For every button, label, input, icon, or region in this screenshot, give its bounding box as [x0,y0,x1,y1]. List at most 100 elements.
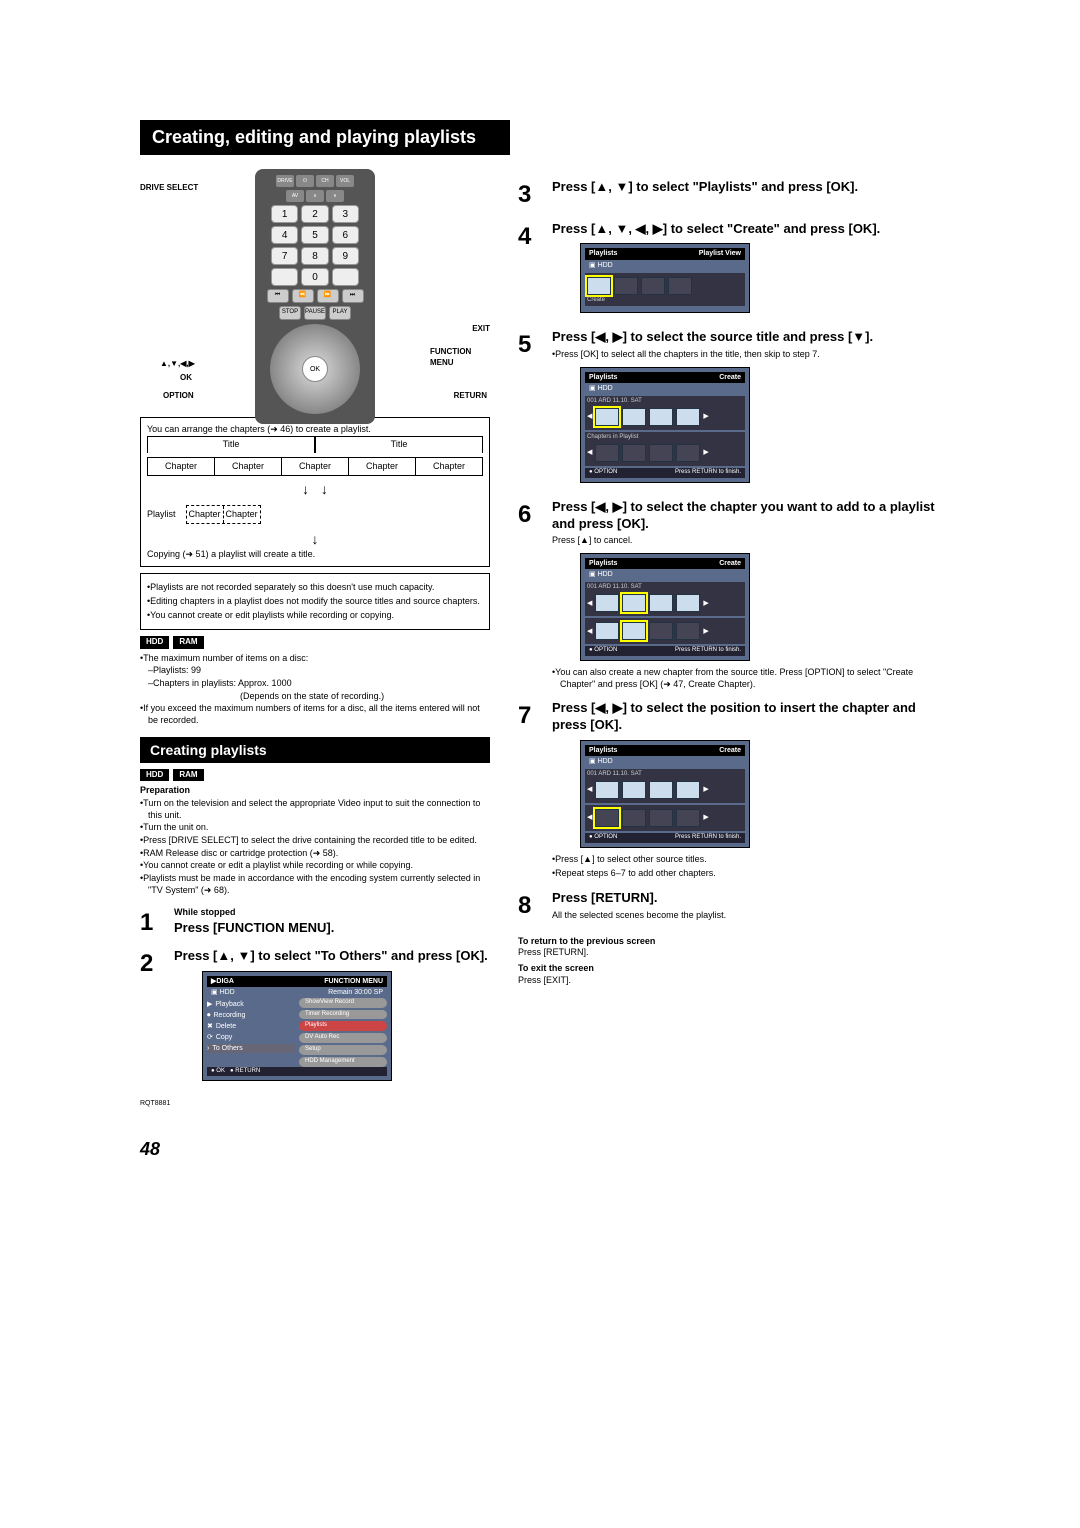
step-main: Press [◀, ▶] to select the source title … [552,329,940,346]
key-4: 4 [271,226,298,244]
step-2: 2 Press [▲, ▼] to select "To Others" and… [140,948,490,1088]
chapter-cell: Chapter [282,458,349,476]
title-label: Title [147,436,315,453]
prep-item: •Playlists must be made in accordance wi… [140,873,490,896]
label-ok: OK [180,373,192,383]
step-main: Press [RETURN]. [552,890,940,907]
chapter-cell: Chapter [148,458,215,476]
notes-1: •Playlists are not recorded separately s… [140,573,490,630]
remote-body: DRIVE⏻CHVOL AV∧∨ 1 2 3 4 5 6 7 8 9 0 [255,169,375,424]
note: –Playlists: 99 [140,665,490,677]
step-number: 8 [518,890,540,922]
badge-row: HDD RAM [140,636,490,648]
key-7: 7 [271,247,298,265]
preparation: Preparation •Turn on the television and … [140,785,490,896]
screen-playlist-view: PlaylistsPlaylist View ▣ HDD Create [580,243,750,313]
notes-2: •The maximum number of items on a disc: … [140,653,490,727]
key-5: 5 [301,226,328,244]
prep-item: •You cannot create or edit a playlist wh… [140,860,490,872]
label-exit: EXIT [472,324,490,334]
footer-nav: To return to the previous screen Press [… [518,936,940,987]
chapter-cell: Chapter [187,506,224,524]
note: –Chapters in playlists: Approx. 1000 [140,678,490,690]
section-creating-playlists: Creating playlists [140,737,490,763]
badge-ram: RAM [173,769,203,781]
chapter-intro: You can arrange the chapters (➜ 46) to c… [147,424,483,436]
step-number: 7 [518,700,540,880]
step-note: •Repeat steps 6–7 to add other chapters. [552,868,940,880]
nav-exit-head: To exit the screen [518,963,940,975]
label-option: OPTION [163,391,194,401]
step-note: •You can also create a new chapter from … [552,667,940,690]
screen-create-1: PlaylistsCreate ▣ HDD 001 ARD 11.10. SAT… [580,367,750,483]
note: (Depends on the state of recording.) [140,691,490,703]
key-0: 0 [301,268,328,286]
step-sub: •Press [OK] to select all the chapters i… [552,349,940,361]
page-number: 48 [140,1138,490,1161]
step-number: 6 [518,499,540,691]
step-number: 3 [518,179,540,210]
screen-create-3: PlaylistsCreate ▣ HDD 001 ARD 11.10. SAT… [580,740,750,848]
badge-ram: RAM [173,636,203,648]
step-1: 1 While stopped Press [FUNCTION MENU]. [140,907,490,938]
step-3: 3 Press [▲, ▼] to select "Playlists" and… [518,179,940,210]
step-sub: Press [▲] to cancel. [552,535,940,547]
key-2: 2 [301,205,328,223]
chapter-cell: Chapter [224,506,260,524]
nav-wheel: OK [270,324,360,414]
step-pre: While stopped [174,907,490,919]
step-main: Press [◀, ▶] to select the chapter you w… [552,499,940,533]
badge-hdd: HDD [140,636,169,648]
step-main: Press [▲, ▼, ◀, ▶] to select "Create" an… [552,221,940,238]
chapter-diagram: You can arrange the chapters (➜ 46) to c… [140,417,490,567]
badge-hdd: HDD [140,769,169,781]
doc-id: RQT8881 [140,1099,490,1108]
prep-item: •RAM Release disc or cartridge protectio… [140,848,490,860]
step-main: Press [FUNCTION MENU]. [174,920,490,937]
key-blank1 [271,268,298,286]
key-1: 1 [271,205,298,223]
label-function-menu: FUNCTION MENU [430,347,490,368]
ok-button: OK [302,356,328,382]
prep-item: •Turn the unit on. [140,822,490,834]
key-6: 6 [332,226,359,244]
step-5: 5 Press [◀, ▶] to select the source titl… [518,329,940,488]
nav-exit-body: Press [EXIT]. [518,975,940,987]
step-6: 6 Press [◀, ▶] to select the chapter you… [518,499,940,691]
key-9: 9 [332,247,359,265]
note: •The maximum number of items on a disc: [140,653,490,665]
step-number: 1 [140,907,162,938]
step-4: 4 Press [▲, ▼, ◀, ▶] to select "Create" … [518,221,940,320]
step-8: 8 Press [RETURN]. All the selected scene… [518,890,940,922]
copying-note: Copying (➜ 51) a playlist will create a … [147,549,483,561]
step-note: •Press [▲] to select other source titles… [552,854,940,866]
note: •Playlists are not recorded separately s… [147,582,483,594]
chapter-cell: Chapter [215,458,282,476]
prep-heading: Preparation [140,785,490,797]
label-drive-select: DRIVE SELECT [140,183,198,193]
step-main: Press [◀, ▶] to select the position to i… [552,700,940,734]
chapter-cell: Chapter [416,458,482,476]
label-arrows: ▲,▼,◀,▶ [160,359,195,369]
note: •You cannot create or edit playlists whi… [147,610,483,622]
step-number: 2 [140,948,162,1088]
nav-return-head: To return to the previous screen [518,936,940,948]
screen-function-menu: ▶DIGAFUNCTION MENU ▣ HDD Remain 30:00 SP… [202,971,392,1082]
step-main: Press [▲, ▼] to select "To Others" and p… [174,948,490,965]
nav-return-body: Press [RETURN]. [518,947,940,959]
step-sub: All the selected scenes become the playl… [552,910,940,922]
prep-item: •Turn on the television and select the a… [140,798,490,821]
playlist-label: Playlist [147,509,176,521]
label-return: RETURN [454,391,487,401]
title-label: Title [315,436,483,453]
key-8: 8 [301,247,328,265]
key-blank2 [332,268,359,286]
step-main: Press [▲, ▼] to select "Playlists" and p… [552,179,940,196]
remote-diagram: DRIVE SELECT EXIT FUNCTION MENU ▲,▼,◀,▶ … [140,169,490,409]
step-number: 5 [518,329,540,488]
page-title: Creating, editing and playing playlists [140,120,510,155]
note: •Editing chapters in a playlist does not… [147,596,483,608]
note: •If you exceed the maximum numbers of it… [140,703,490,726]
prep-item: •Press [DRIVE SELECT] to select the driv… [140,835,490,847]
step-7: 7 Press [◀, ▶] to select the position to… [518,700,940,880]
